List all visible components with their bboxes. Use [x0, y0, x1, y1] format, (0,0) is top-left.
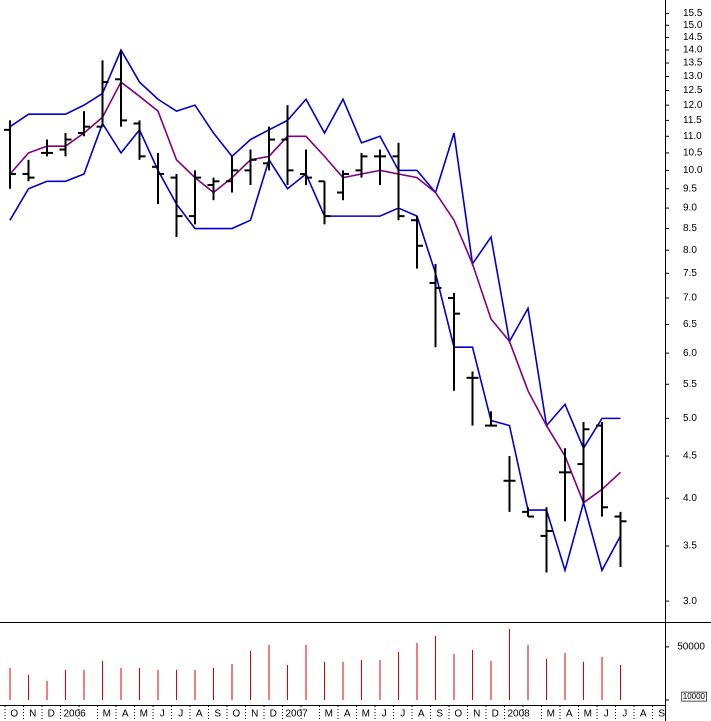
- x-tick-label: A: [344, 709, 351, 720]
- x-tick-label: 2006: [64, 709, 87, 720]
- tick-box: [681, 691, 707, 702]
- x-tick-label: O: [10, 709, 18, 720]
- x-tick-label: J: [622, 709, 627, 720]
- y-tick-label: 7.0: [683, 293, 697, 304]
- y-tick-label: 8.0: [683, 245, 697, 256]
- y-tick-label: 3.5: [683, 541, 697, 552]
- x-tick-label: M: [362, 709, 370, 720]
- y-tick-label: 6.5: [683, 319, 697, 330]
- band-line: [9, 121, 622, 574]
- x-tick-label: D: [48, 709, 55, 720]
- x-tick-label: S: [658, 709, 665, 720]
- x-tick-label: J: [160, 709, 165, 720]
- y-tick-label: 4.0: [683, 493, 697, 504]
- y-tick-label: 13.0: [683, 71, 703, 82]
- y-tick-label: 10.0: [683, 165, 703, 176]
- y-tick-label: 9.5: [683, 183, 697, 194]
- x-tick-label: A: [418, 709, 425, 720]
- x-tick-label: O: [454, 709, 462, 720]
- x-tick-label: M: [584, 709, 592, 720]
- x-tick-label: A: [196, 709, 203, 720]
- x-tick-label: J: [178, 709, 183, 720]
- band-line: [9, 80, 622, 504]
- x-tick-label: 2008: [508, 709, 531, 720]
- x-tick-label: A: [640, 709, 647, 720]
- x-tick-label: D: [270, 709, 277, 720]
- x-tick-label: S: [214, 709, 221, 720]
- x-tick-label: J: [400, 709, 405, 720]
- x-tick-label: 2007: [286, 709, 309, 720]
- y-tick-label: 7.5: [683, 268, 697, 279]
- y-tick-label: 3.0: [683, 596, 697, 607]
- x-tick-label: N: [251, 709, 258, 720]
- x-tick-label: A: [566, 709, 573, 720]
- volume-tick-label: 10000: [683, 692, 706, 701]
- x-tick-label: M: [547, 709, 555, 720]
- y-tick-label: 11.5: [683, 115, 702, 126]
- y-tick-label: 4.5: [683, 451, 697, 462]
- y-tick-label: 11.0: [683, 131, 702, 142]
- y-tick-label: 10.5: [683, 148, 703, 159]
- y-tick-label: 14.5: [683, 32, 703, 43]
- x-tick-label: M: [103, 709, 111, 720]
- x-tick-label: D: [492, 709, 499, 720]
- y-tick-label: 14.0: [683, 45, 703, 56]
- y-tick-label: 15.0: [683, 20, 703, 31]
- y-tick-label: 13.5: [683, 58, 703, 69]
- x-tick-label: J: [382, 709, 387, 720]
- x-tick-label: S: [436, 709, 443, 720]
- y-tick-label: 8.5: [683, 223, 697, 234]
- x-tick-label: N: [473, 709, 480, 720]
- x-tick-label: O: [232, 709, 240, 720]
- x-tick-label: M: [325, 709, 333, 720]
- y-tick-label: 5.0: [683, 413, 697, 424]
- volume-tick-label: 50000: [677, 642, 705, 653]
- y-tick-label: 12.0: [683, 100, 703, 111]
- x-tick-label: M: [140, 709, 148, 720]
- y-tick-label: 15.5: [683, 8, 703, 19]
- x-tick-label: J: [604, 709, 609, 720]
- band-line: [9, 48, 621, 450]
- x-tick-label: N: [29, 709, 36, 720]
- y-tick-label: 9.0: [683, 203, 697, 214]
- y-tick-label: 12.5: [683, 85, 703, 96]
- x-tick-label: A: [122, 709, 129, 720]
- y-tick-label: 6.0: [683, 348, 697, 359]
- y-tick-label: 5.5: [683, 379, 697, 390]
